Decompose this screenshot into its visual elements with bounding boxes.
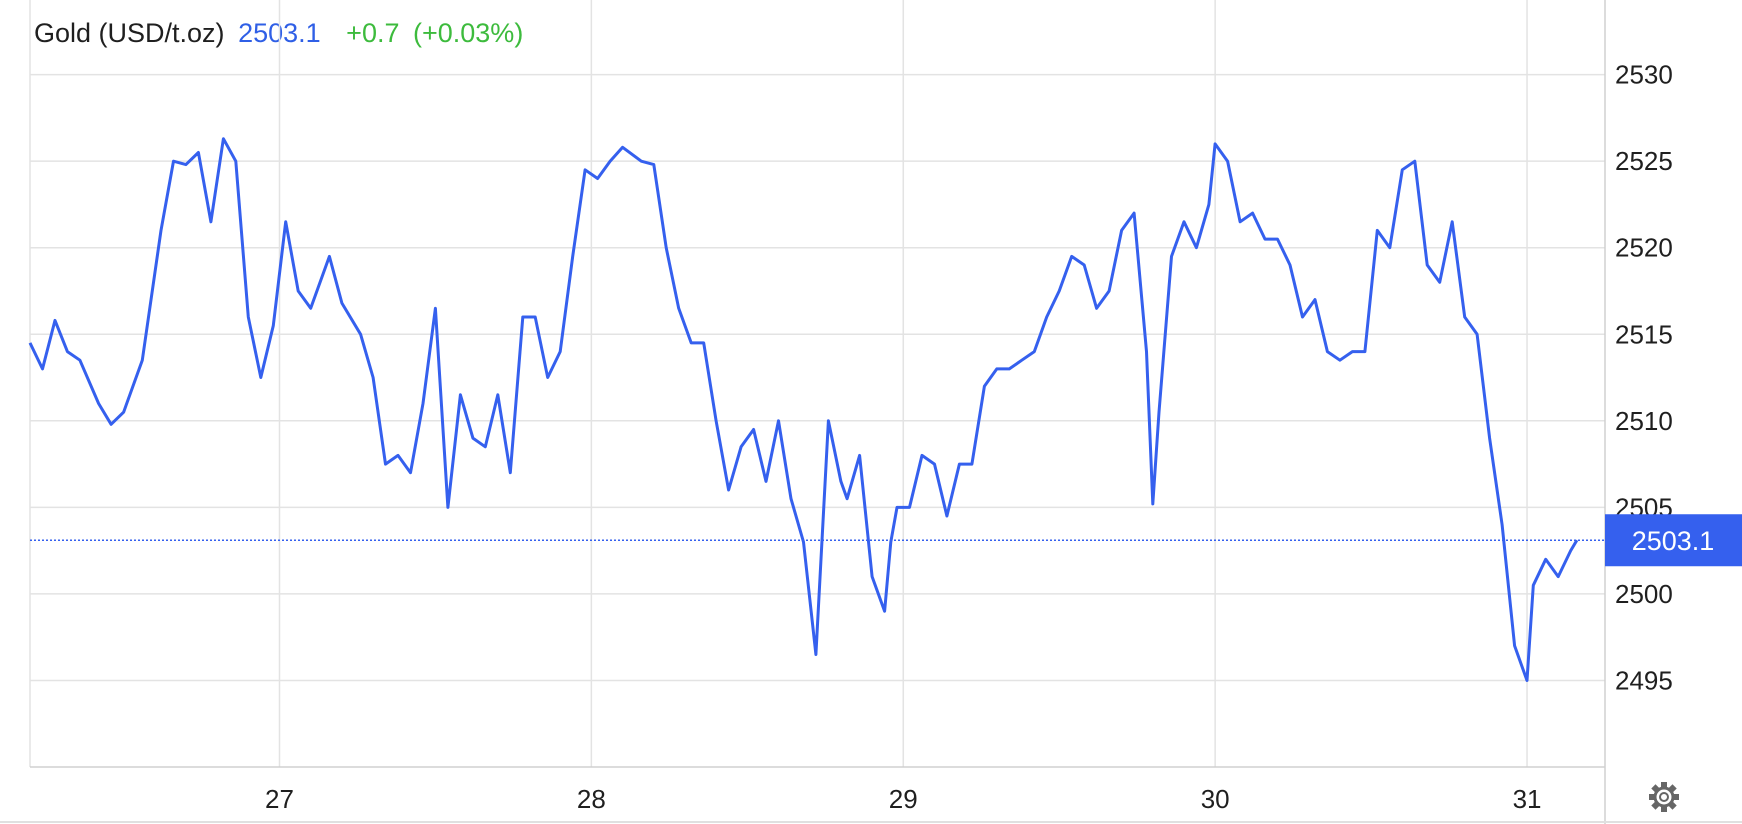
y-tick-label: 2510 <box>1615 406 1673 436</box>
current-price-marker: 2503.1 <box>30 514 1742 567</box>
x-tick-label: 30 <box>1201 784 1230 814</box>
x-tick-label: 31 <box>1513 784 1542 814</box>
y-tick-label: 2515 <box>1615 319 1673 349</box>
price-change: +0.7 <box>346 18 400 48</box>
y-tick-label: 2520 <box>1615 233 1673 263</box>
price-change-percent: (+0.03%) <box>413 18 524 48</box>
series-line <box>28 137 1579 682</box>
current-price-tag-label: 2503.1 <box>1632 526 1715 556</box>
y-tick-label: 2530 <box>1615 60 1673 90</box>
gear-tooth <box>1651 784 1660 793</box>
instrument-name: Gold (USD/t.oz) <box>34 18 225 48</box>
y-tick-label: 2500 <box>1615 579 1673 609</box>
gear-tooth <box>1651 801 1660 810</box>
x-tick-label: 27 <box>265 784 294 814</box>
x-tick-label: 28 <box>577 784 606 814</box>
series-lines <box>28 137 1579 682</box>
y-tick-label: 2495 <box>1615 665 1673 695</box>
y-tick-label: 2525 <box>1615 146 1673 176</box>
gear-tooth <box>1661 782 1667 788</box>
gear-tooth <box>1661 806 1667 812</box>
gear-tooth <box>1668 784 1677 793</box>
current-price-tag <box>1605 514 1742 567</box>
gear-tooth <box>1673 794 1679 800</box>
grid-lines <box>30 0 1605 767</box>
gear-tooth <box>1668 801 1677 810</box>
x-tick-label: 29 <box>889 784 918 814</box>
gear-tooth <box>1649 794 1655 800</box>
gear-icon[interactable] <box>1649 782 1679 812</box>
